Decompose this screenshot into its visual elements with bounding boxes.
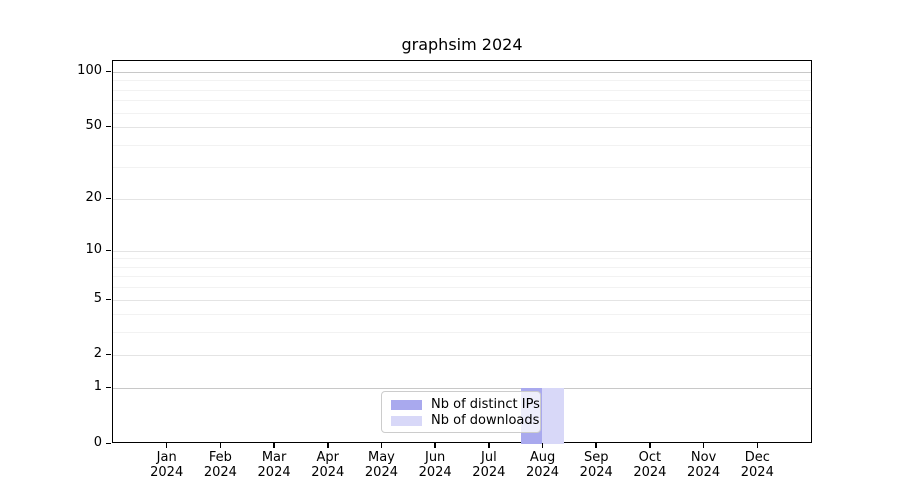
- y-tick-mark-2: [106, 354, 111, 356]
- chart-title: graphsim 2024: [401, 35, 523, 54]
- x-tick-mark-7: [541, 443, 544, 448]
- x-tick-month: Jan: [156, 450, 177, 465]
- x-tick-year: 2024: [418, 465, 452, 480]
- plot-area: [112, 60, 812, 444]
- x-tick-month: May: [368, 450, 395, 465]
- x-tick-month: Oct: [638, 450, 662, 465]
- x-tick-month: Feb: [208, 450, 232, 465]
- x-tick-label-5: Jun 2024: [403, 450, 467, 480]
- minor-gridline-60: [113, 112, 811, 114]
- legend-item-distinct-ips: Nb of distinct IPs: [391, 397, 540, 412]
- minor-gridline-90: [113, 80, 811, 82]
- y-tick-mark-20: [106, 197, 111, 199]
- minor-gridline-3: [113, 332, 811, 334]
- major-gridline-50: [113, 127, 811, 129]
- x-tick-mark-10: [702, 443, 705, 448]
- y-tick-label-100: 100: [77, 63, 102, 78]
- x-tick-mark-1: [219, 443, 222, 448]
- x-tick-mark-11: [756, 443, 759, 448]
- minor-gridline-4: [113, 314, 811, 316]
- major-gridline-20: [113, 198, 811, 200]
- x-tick-month: Nov: [690, 450, 717, 465]
- x-tick-month: Jun: [424, 450, 446, 465]
- x-tick-label-10: Nov 2024: [672, 450, 736, 480]
- x-tick-mark-2: [273, 443, 275, 448]
- minor-gridline-9: [113, 258, 811, 260]
- x-tick-mark-8: [595, 443, 597, 448]
- x-tick-label-11: Dec 2024: [725, 450, 789, 480]
- x-tick-mark-0: [165, 443, 168, 448]
- x-tick-month: Apr: [316, 450, 340, 465]
- legend-label-downloads: Nb of downloads: [431, 413, 540, 428]
- x-tick-label-4: May 2024: [349, 450, 413, 480]
- y-tick-label-2: 2: [93, 346, 102, 362]
- x-tick-year: 2024: [579, 465, 613, 480]
- x-tick-label-6: Jul 2024: [457, 450, 521, 480]
- x-tick-mark-9: [649, 443, 651, 448]
- y-tick-label-0: 0: [93, 435, 102, 450]
- x-tick-year: 2024: [687, 465, 721, 480]
- major-gridline-100: [113, 72, 811, 73]
- bar-nb-of-downloads-aug-2024: [542, 388, 564, 444]
- major-gridline-2: [113, 355, 811, 357]
- x-tick-label-7: Aug 2024: [511, 450, 575, 480]
- x-tick-label-3: Apr 2024: [296, 450, 360, 480]
- y-tick-mark-50: [106, 126, 111, 128]
- x-tick-year: 2024: [525, 465, 560, 480]
- major-gridline-5: [113, 299, 811, 301]
- legend-label-distinct-ips: Nb of distinct IPs: [431, 397, 540, 412]
- minor-gridline-80: [113, 89, 811, 91]
- legend: Nb of distinct IPs Nb of downloads: [381, 391, 541, 433]
- x-tick-year: 2024: [257, 465, 291, 480]
- x-tick-month: Sep: [583, 450, 609, 465]
- x-tick-label-9: Oct 2024: [618, 450, 682, 480]
- minor-gridline-7: [113, 276, 811, 278]
- y-tick-mark-0: [106, 443, 111, 444]
- x-tick-mark-3: [327, 443, 329, 448]
- x-tick-year: 2024: [364, 465, 398, 480]
- y-tick-mark-1: [106, 387, 111, 389]
- y-tick-label-5: 5: [93, 290, 102, 306]
- x-tick-label-1: Feb 2024: [188, 450, 252, 480]
- y-tick-label-1: 1: [93, 379, 102, 395]
- legend-item-downloads: Nb of downloads: [391, 413, 539, 428]
- y-tick-mark-10: [106, 249, 111, 251]
- x-tick-label-8: Sep 2024: [564, 450, 628, 480]
- y-tick-mark-100: [106, 71, 111, 72]
- minor-gridline-70: [113, 100, 811, 102]
- x-tick-year: 2024: [150, 465, 184, 480]
- y-tick-label-50: 50: [85, 118, 102, 134]
- minor-gridline-30: [113, 167, 811, 169]
- x-tick-year: 2024: [311, 465, 345, 480]
- minor-gridline-6: [113, 287, 811, 289]
- x-tick-year: 2024: [633, 465, 667, 480]
- legend-swatch-downloads: [391, 415, 422, 426]
- x-tick-label-2: Mar 2024: [242, 450, 306, 480]
- x-tick-label-0: Jan 2024: [135, 450, 199, 480]
- x-tick-month: Mar: [261, 450, 287, 465]
- major-gridline-10: [113, 250, 811, 252]
- y-tick-label-20: 20: [85, 189, 102, 205]
- x-tick-month: Jul: [481, 450, 497, 465]
- minor-gridline-8: [113, 266, 811, 268]
- x-tick-year: 2024: [740, 465, 774, 480]
- minor-gridline-40: [113, 144, 811, 146]
- legend-swatch-distinct-ips: [391, 399, 422, 410]
- x-tick-mark-4: [380, 443, 383, 448]
- y-tick-label-10: 10: [85, 241, 102, 257]
- x-tick-month: Aug: [529, 450, 556, 465]
- major-gridline-1: [113, 388, 811, 390]
- x-tick-mark-6: [488, 443, 490, 448]
- x-tick-year: 2024: [472, 465, 506, 480]
- x-tick-month: Dec: [744, 450, 770, 465]
- x-tick-mark-5: [434, 443, 436, 448]
- y-tick-mark-5: [106, 298, 111, 300]
- x-tick-year: 2024: [203, 465, 237, 480]
